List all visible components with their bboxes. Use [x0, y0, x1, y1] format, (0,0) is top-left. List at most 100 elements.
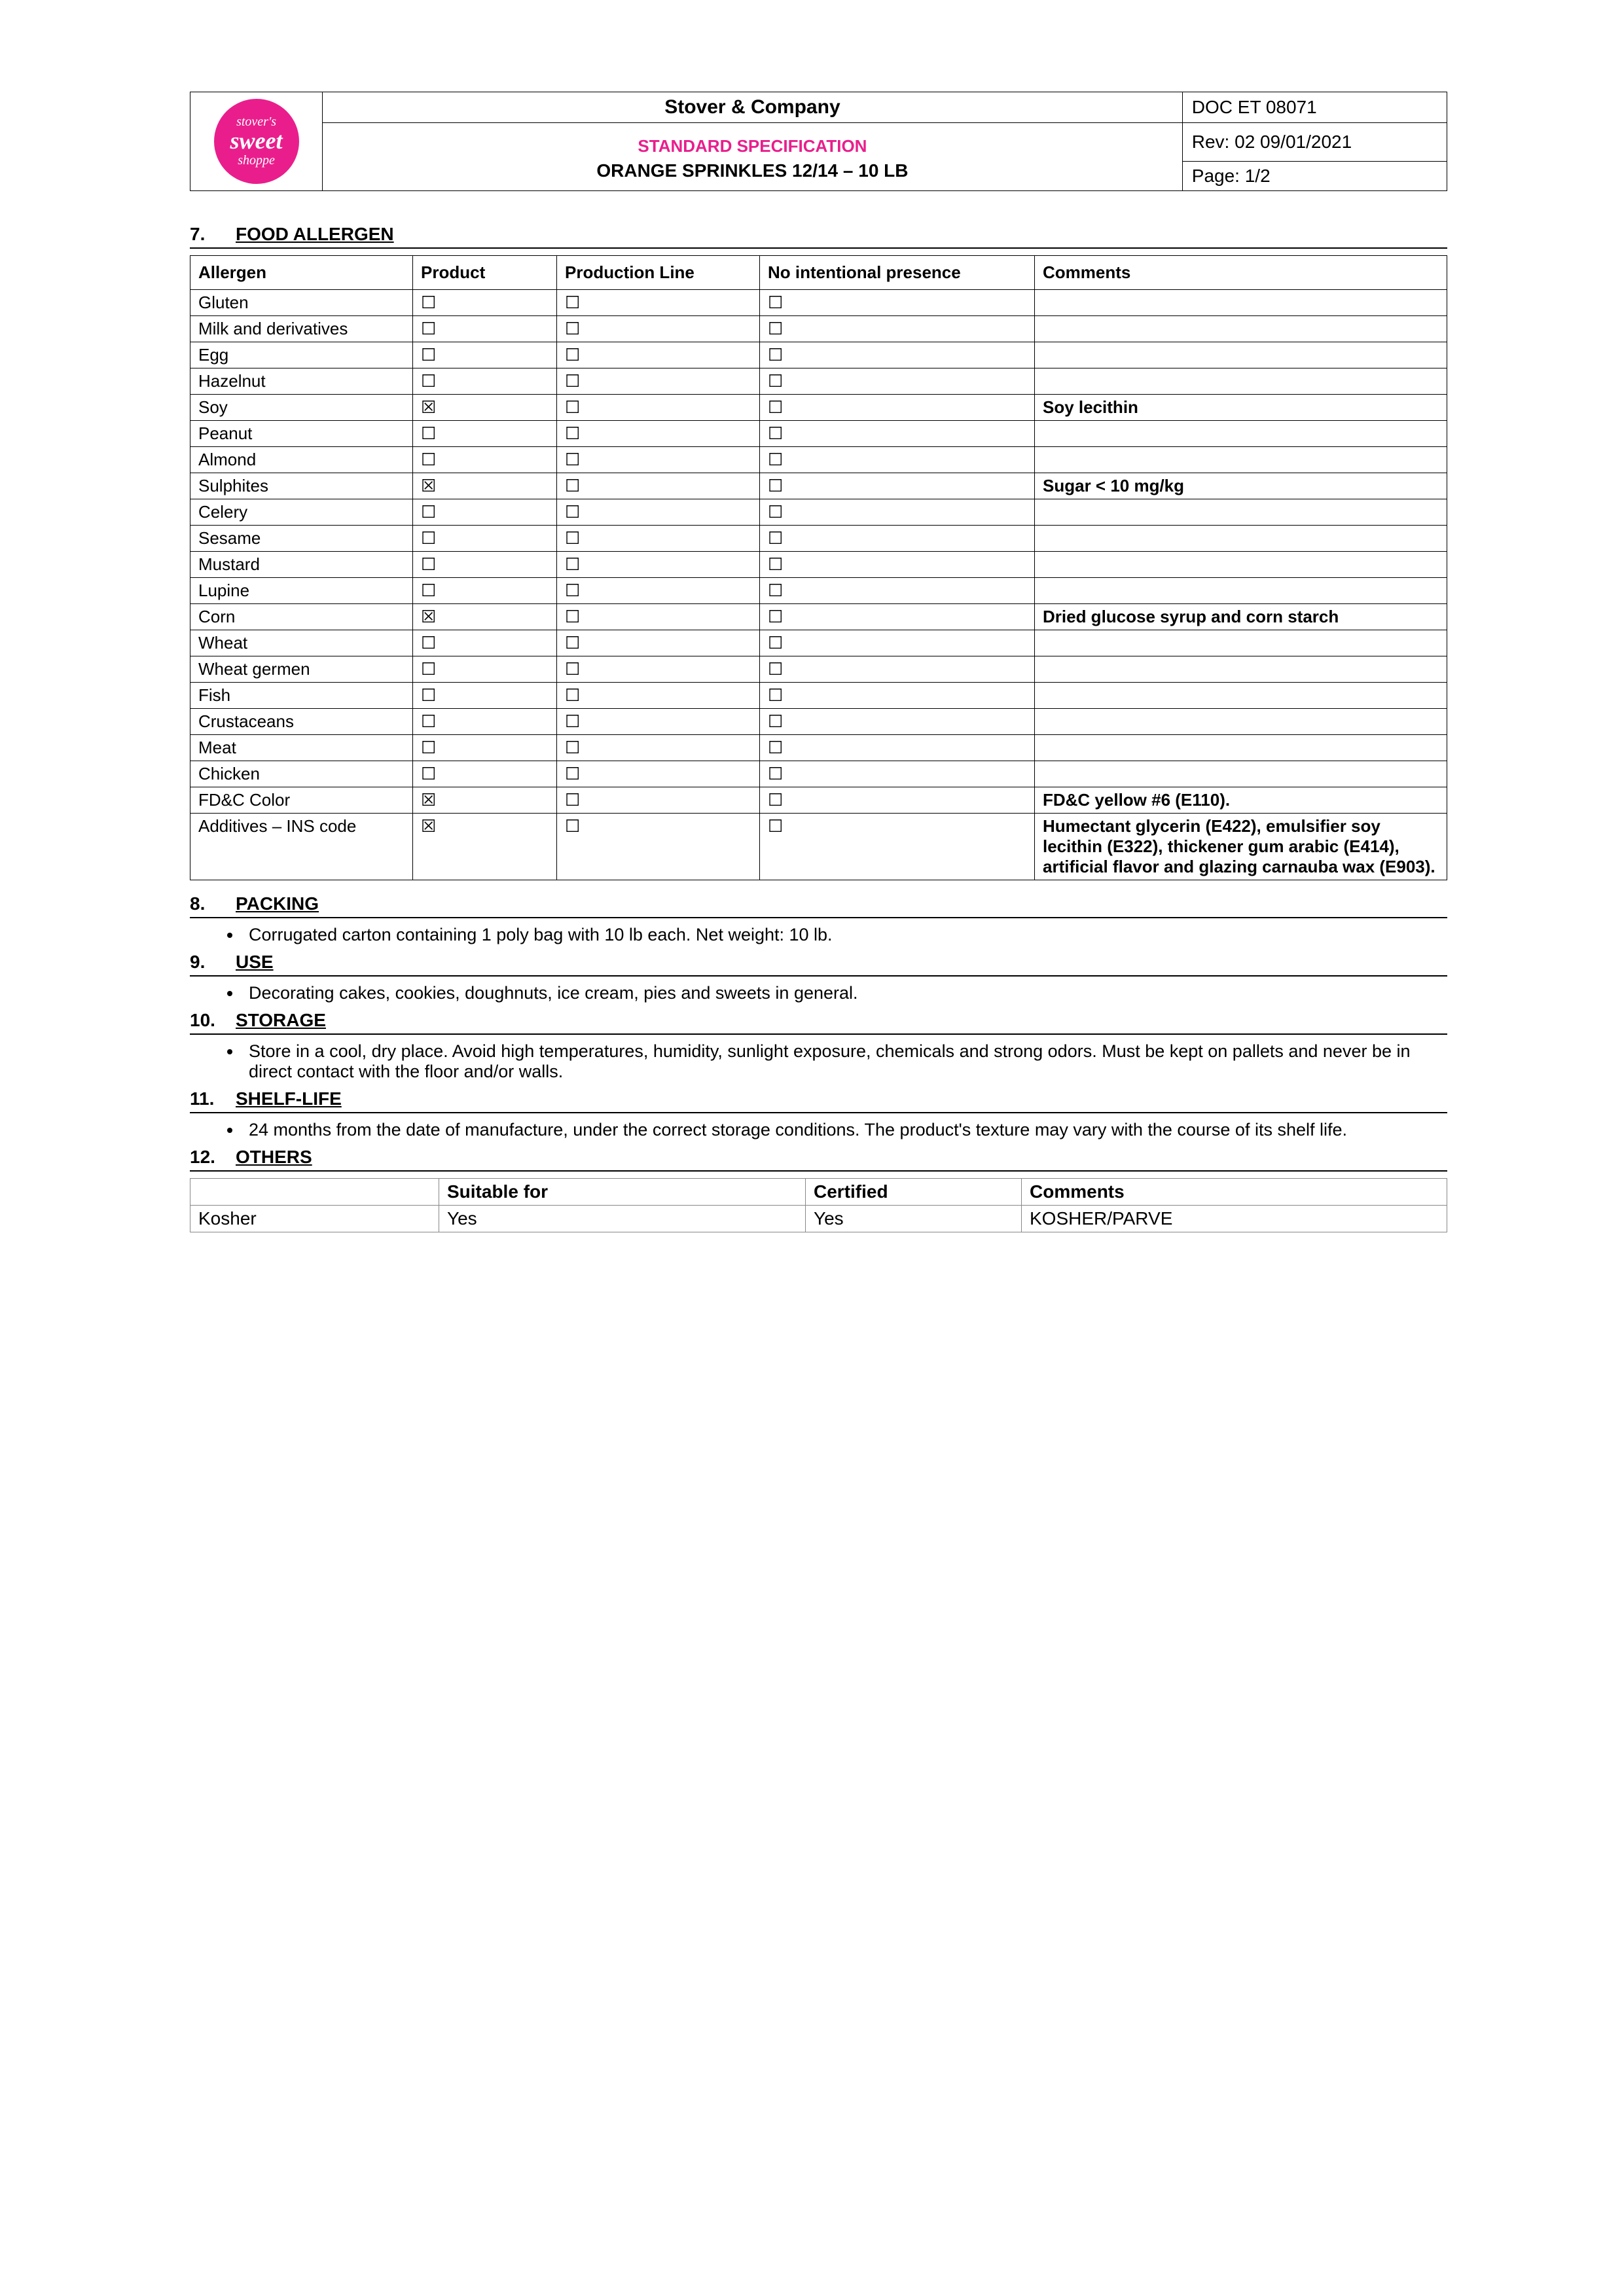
section-12-num: 12.	[190, 1147, 223, 1168]
allergen-name: Sulphites	[190, 473, 413, 499]
allergen-noint-check: ☐	[760, 709, 1035, 735]
allergen-noint-check: ☐	[760, 735, 1035, 761]
allergen-line-check: ☐	[557, 787, 760, 814]
allergen-row: Soy☒☐☐Soy lecithin	[190, 395, 1447, 421]
allergen-th-1: Product	[413, 256, 557, 290]
allergen-product-check: ☐	[413, 761, 557, 787]
page-number: Page: 1/2	[1182, 162, 1447, 191]
use-item: Decorating cakes, cookies, doughnuts, ic…	[242, 983, 1447, 1003]
allergen-row: Chicken☐☐☐	[190, 761, 1447, 787]
allergen-product-check: ☐	[413, 526, 557, 552]
allergen-name: Egg	[190, 342, 413, 368]
allergen-product-check: ☐	[413, 290, 557, 316]
allergen-product-check: ☒	[413, 395, 557, 421]
others-row: KosherYesYesKOSHER/PARVE	[190, 1206, 1447, 1232]
allergen-noint-check: ☐	[760, 342, 1035, 368]
allergen-product-check: ☐	[413, 499, 557, 526]
section-7-num: 7.	[190, 224, 223, 245]
packing-list: Corrugated carton containing 1 poly bag …	[242, 925, 1447, 945]
allergen-line-check: ☐	[557, 316, 760, 342]
allergen-comment	[1035, 735, 1447, 761]
allergen-product-check: ☒	[413, 604, 557, 630]
allergen-comment	[1035, 630, 1447, 656]
company-name: Stover & Company	[332, 96, 1173, 118]
allergen-comment	[1035, 552, 1447, 578]
allergen-product-check: ☒	[413, 787, 557, 814]
shelf-list: 24 months from the date of manufacture, …	[242, 1120, 1447, 1140]
allergen-name: Corn	[190, 604, 413, 630]
others-certified: Yes	[806, 1206, 1022, 1232]
logo-line3: shoppe	[238, 154, 275, 168]
allergen-noint-check: ☐	[760, 395, 1035, 421]
allergen-noint-check: ☐	[760, 368, 1035, 395]
allergen-comment	[1035, 342, 1447, 368]
others-th-3: Comments	[1022, 1179, 1447, 1206]
allergen-line-check: ☐	[557, 290, 760, 316]
allergen-noint-check: ☐	[760, 552, 1035, 578]
allergen-noint-check: ☐	[760, 473, 1035, 499]
allergen-name: Chicken	[190, 761, 413, 787]
allergen-noint-check: ☐	[760, 787, 1035, 814]
allergen-row: Milk and derivatives☐☐☐	[190, 316, 1447, 342]
allergen-name: Wheat	[190, 630, 413, 656]
allergen-noint-check: ☐	[760, 447, 1035, 473]
allergen-noint-check: ☐	[760, 526, 1035, 552]
section-10-title: STORAGE	[236, 1010, 326, 1031]
allergen-row: Crustaceans☐☐☐	[190, 709, 1447, 735]
allergen-name: Peanut	[190, 421, 413, 447]
allergen-line-check: ☐	[557, 578, 760, 604]
allergen-name: Mustard	[190, 552, 413, 578]
allergen-name: Crustaceans	[190, 709, 413, 735]
allergen-product-check: ☒	[413, 814, 557, 880]
allergen-line-check: ☐	[557, 552, 760, 578]
section-7-heading: 7. FOOD ALLERGEN	[190, 224, 1447, 249]
others-th-1: Suitable for	[439, 1179, 806, 1206]
allergen-line-check: ☐	[557, 709, 760, 735]
section-12-title: OTHERS	[236, 1147, 312, 1168]
allergen-name: Lupine	[190, 578, 413, 604]
allergen-name: Meat	[190, 735, 413, 761]
section-8-num: 8.	[190, 893, 223, 914]
allergen-row: Celery☐☐☐	[190, 499, 1447, 526]
allergen-noint-check: ☐	[760, 316, 1035, 342]
section-8-title: PACKING	[236, 893, 319, 914]
allergen-row: Wheat☐☐☐	[190, 630, 1447, 656]
allergen-noint-check: ☐	[760, 499, 1035, 526]
header-spec-cell: STANDARD SPECIFICATION ORANGE SPRINKLES …	[323, 123, 1183, 191]
allergen-row: Wheat germen☐☐☐	[190, 656, 1447, 683]
storage-item: Store in a cool, dry place. Avoid high t…	[242, 1041, 1447, 1082]
allergen-comment	[1035, 499, 1447, 526]
allergen-product-check: ☐	[413, 342, 557, 368]
allergen-comment	[1035, 447, 1447, 473]
allergen-line-check: ☐	[557, 761, 760, 787]
others-comments: KOSHER/PARVE	[1022, 1206, 1447, 1232]
allergen-product-check: ☐	[413, 421, 557, 447]
packing-item: Corrugated carton containing 1 poly bag …	[242, 925, 1447, 945]
allergen-line-check: ☐	[557, 421, 760, 447]
allergen-name: Soy	[190, 395, 413, 421]
allergen-name: FD&C Color	[190, 787, 413, 814]
allergen-line-check: ☐	[557, 499, 760, 526]
allergen-row: Fish☐☐☐	[190, 683, 1447, 709]
allergen-line-check: ☐	[557, 473, 760, 499]
allergen-row: FD&C Color☒☐☐FD&C yellow #6 (E110).	[190, 787, 1447, 814]
allergen-product-check: ☐	[413, 735, 557, 761]
allergen-line-check: ☐	[557, 447, 760, 473]
allergen-product-check: ☐	[413, 683, 557, 709]
allergen-line-check: ☐	[557, 395, 760, 421]
allergen-product-check: ☐	[413, 709, 557, 735]
allergen-th-4: Comments	[1035, 256, 1447, 290]
logo: stover's sweet shoppe	[214, 99, 299, 184]
allergen-line-check: ☐	[557, 735, 760, 761]
allergen-row: Additives – INS code☒☐☐Humectant glyceri…	[190, 814, 1447, 880]
allergen-name: Additives – INS code	[190, 814, 413, 880]
allergen-name: Fish	[190, 683, 413, 709]
section-12-heading: 12. OTHERS	[190, 1147, 1447, 1172]
allergen-noint-check: ☐	[760, 578, 1035, 604]
allergen-noint-check: ☐	[760, 290, 1035, 316]
allergen-name: Celery	[190, 499, 413, 526]
allergen-noint-check: ☐	[760, 421, 1035, 447]
section-9-heading: 9. USE	[190, 952, 1447, 977]
allergen-comment: Humectant glycerin (E422), emulsifier so…	[1035, 814, 1447, 880]
allergen-line-check: ☐	[557, 656, 760, 683]
